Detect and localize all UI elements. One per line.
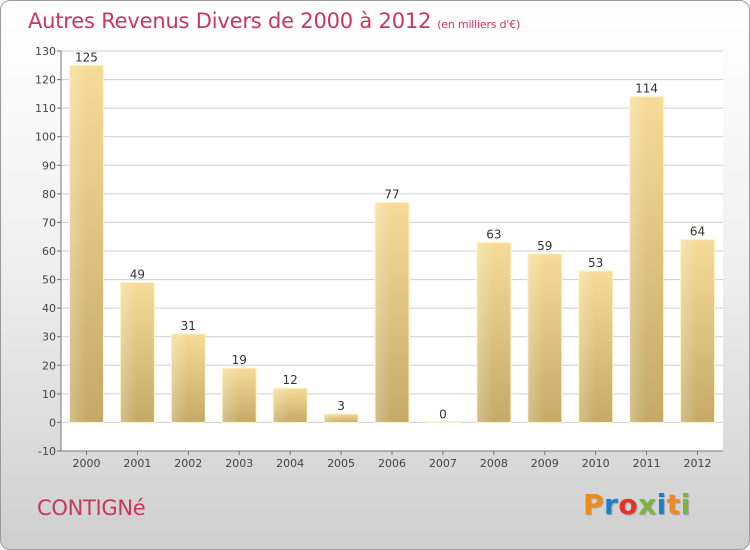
y-tick-label: 110: [35, 102, 56, 115]
bar-highlight: [629, 96, 647, 423]
data-label-2005: 3: [337, 399, 345, 413]
y-tick-label: 10: [42, 388, 56, 401]
bar-highlight: [171, 333, 189, 423]
bar-highlight: [527, 253, 545, 423]
data-label-2011: 114: [635, 82, 658, 96]
x-tick-label: 2000: [72, 457, 100, 470]
x-tick-label: 2003: [225, 457, 253, 470]
bar-highlight: [120, 282, 138, 423]
bar-highlight: [578, 271, 596, 423]
y-tick-label: 50: [42, 274, 56, 287]
bar-highlight: [273, 388, 291, 423]
data-label-2008: 63: [486, 227, 501, 241]
bar-highlight: [324, 413, 342, 423]
bar-highlight: [680, 239, 698, 423]
y-axis: -10 0 10 20 30 40 50 60 70 80 90 100 110 120 130: [35, 45, 62, 458]
bar-highlight: [222, 368, 240, 423]
x-tick-label: 2002: [174, 457, 202, 470]
y-tick-label: 80: [42, 188, 56, 201]
y-tick-label: 20: [42, 359, 56, 372]
y-tick-label: 40: [42, 302, 56, 315]
y-tick-label: 90: [42, 159, 56, 172]
brand-letter: r: [604, 488, 619, 521]
brand-letter: t: [666, 488, 681, 521]
data-label-2006: 77: [384, 187, 399, 201]
data-label-2001: 49: [130, 267, 145, 281]
x-tick-label: 2012: [684, 457, 712, 470]
x-tick-label: 2001: [123, 457, 151, 470]
x-tick-label: 2011: [633, 457, 661, 470]
bar-highlight: [69, 65, 87, 423]
data-label-2007: 0: [439, 407, 447, 421]
x-tick-label: 2008: [480, 457, 508, 470]
y-tick-label: 70: [42, 216, 56, 229]
chart-title: Autres Revenus Divers de 2000 à 2012 (en …: [28, 9, 520, 33]
x-tick-label: 2006: [378, 457, 406, 470]
brand-letter: i: [680, 488, 691, 521]
data-label-2012: 64: [690, 225, 705, 239]
data-label-2009: 59: [537, 239, 552, 253]
y-tick-label: 60: [42, 245, 56, 258]
x-tick-label: 2007: [429, 457, 457, 470]
x-tick-label: 2010: [582, 457, 610, 470]
bar-highlight: [375, 202, 392, 423]
x-tick-label: 2004: [276, 457, 304, 470]
town-name: CONTIGNé: [37, 496, 146, 520]
data-label-2010: 53: [588, 256, 603, 270]
brand-letter: P: [583, 488, 605, 521]
data-label-2004: 12: [283, 373, 298, 387]
bar-highlight: [425, 421, 443, 423]
data-label-2002: 31: [181, 319, 196, 333]
title-text: Autres Revenus Divers de 2000 à 2012: [28, 9, 432, 33]
data-labels: 125 49 31 19 12 3 77 0 63 59 53 114 64: [75, 50, 705, 421]
y-tick-label: 30: [42, 331, 56, 344]
chart-subtitle: (en milliers d'€): [437, 18, 521, 31]
y-tick-label: 100: [35, 131, 56, 144]
y-tick-label: 130: [35, 45, 56, 58]
bar-highlight: [476, 242, 494, 423]
x-axis: 2000 2001 2002 2003 2004 2005 2006 2007 2008 2009…: [61, 450, 723, 470]
y-tick-label: 0: [49, 416, 56, 429]
bars: [68, 64, 716, 423]
y-tick-label: -10: [38, 445, 56, 458]
brand-letter: i: [656, 488, 667, 521]
data-label-2000: 125: [75, 50, 98, 64]
brand-letter: x: [638, 488, 657, 521]
x-tick-label: 2009: [531, 457, 559, 470]
brand-letter: o: [618, 488, 639, 521]
y-tick-label: 120: [35, 74, 56, 87]
proxiti-logo[interactable]: Proxiti: [583, 488, 691, 521]
data-label-2003: 19: [232, 353, 247, 367]
x-tick-label: 2005: [327, 457, 355, 470]
